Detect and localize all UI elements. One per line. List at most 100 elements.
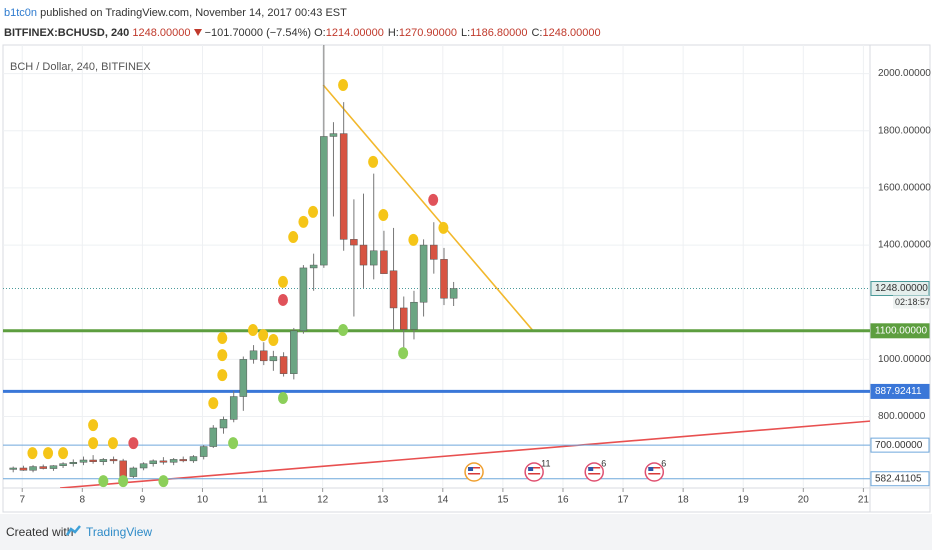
ohlc-key: O:: [314, 27, 326, 39]
ohlc-key: C:: [531, 27, 543, 39]
y-tick-label: 1600.00000: [878, 183, 931, 194]
author[interactable]: b1tc0n: [4, 7, 38, 19]
header: b1tc0n published on TradingView.com, Nov…: [4, 3, 605, 43]
candle-body: [279, 356, 288, 374]
marker: [217, 349, 228, 362]
marker: [308, 205, 319, 218]
candle-body: [149, 460, 157, 464]
candle-body: [329, 133, 338, 137]
marker: [338, 323, 349, 336]
event-ring: [464, 462, 484, 482]
countdown-box: [893, 295, 929, 309]
x-tick-label: 15: [497, 495, 509, 506]
y-tick-label: 2000.00000: [878, 68, 931, 79]
countdown: 02:18:57: [895, 297, 930, 307]
flag-stripe: [648, 470, 661, 472]
logo: [66, 525, 81, 536]
marker: [378, 209, 389, 222]
candle-body: [129, 467, 138, 477]
candle-body: [209, 427, 218, 447]
marker: [217, 331, 228, 344]
marker: [88, 437, 99, 450]
marker: [438, 221, 449, 234]
marker: [208, 397, 219, 410]
candle-body: [109, 459, 118, 462]
candle-body: [99, 459, 108, 462]
brand[interactable]: TradingView: [86, 525, 153, 539]
flag-stripe: [468, 470, 481, 472]
chart-title: BCH / Dollar, 240, BITFINEX: [10, 61, 151, 73]
flag-stripe: [528, 473, 541, 475]
x-tick-label: 8: [80, 495, 86, 506]
flag-stripe: [468, 476, 481, 478]
candle-body: [389, 270, 398, 309]
x-tick-label: 10: [197, 495, 209, 506]
event-count: 11: [541, 458, 550, 468]
frame: [2, 44, 931, 513]
price-label: 887.92411: [875, 386, 922, 397]
axes: 800.00000 1000.00000 1400.00000 1600.00000 1…: [19, 68, 931, 505]
marker: [88, 419, 99, 432]
y-tick-label: 1400.00000: [878, 240, 931, 251]
trend-line: [322, 84, 533, 331]
candle-body: [410, 301, 418, 330]
candle-body: [269, 356, 278, 362]
x-tick-label: 11: [257, 495, 268, 506]
marker: [228, 437, 239, 450]
y-tick-label: 800.00000: [878, 411, 926, 422]
ohlc-value: 1186.80000: [470, 27, 528, 39]
x-tick-label: 21: [858, 495, 870, 506]
chart: 11 6 6 800.00000 1000.00000 1400.00000 1600.0…: [2, 44, 931, 513]
price-label-box: [870, 437, 930, 453]
marker: [338, 79, 349, 92]
x-tick-label: 19: [738, 495, 750, 506]
candle-body: [449, 288, 458, 299]
x-tick-label: 20: [798, 495, 810, 506]
ohlc: O:1214.00000 H:1270.90000 L:1186.80000 C:12…: [314, 27, 605, 39]
marker: [98, 475, 109, 488]
x-tick-label: 9: [140, 495, 146, 506]
candle-body: [320, 136, 328, 266]
x-tick-label: 17: [617, 495, 629, 506]
flag-stripe: [648, 473, 661, 475]
candle-body: [219, 419, 228, 429]
candle-body: [419, 244, 428, 303]
ohlc-value: 1214.00000: [325, 27, 384, 39]
candle-body: [159, 460, 168, 463]
marker: [107, 437, 118, 450]
flag-canton: [468, 467, 474, 471]
ohlc-value: 1248.00000: [542, 27, 601, 39]
candle-body: [89, 459, 97, 462]
marker: [118, 475, 129, 488]
flag-canton: [648, 467, 654, 471]
x-tick-label: 16: [557, 495, 569, 506]
marker: [298, 215, 309, 228]
flag-stripe: [468, 473, 481, 475]
candle-body: [309, 264, 318, 269]
candle-body: [79, 459, 88, 463]
candle-body: [19, 467, 28, 471]
candle-body: [239, 359, 248, 397]
marker: [158, 475, 169, 488]
x-tick-label: 12: [317, 495, 329, 506]
candle-body: [9, 467, 17, 470]
price-label: 582.41105: [875, 473, 922, 484]
symbol-line: BITFINEX:BCHUSD, 240 1248.00000 −101.700…: [4, 23, 605, 43]
price-label-box: [870, 383, 930, 399]
last: 1248.00000: [132, 27, 191, 39]
flag-stripe: [588, 476, 601, 478]
y-tick-label: 1000.00000: [878, 354, 931, 365]
price-label-box: [870, 471, 930, 487]
flag-canton: [528, 467, 534, 471]
flag-stripe: [528, 467, 541, 469]
created-with: Created with: [6, 525, 74, 539]
candle-body: [380, 250, 388, 274]
candle-body: [369, 250, 378, 266]
ohlc-key: H:: [387, 27, 399, 39]
marker: [217, 369, 228, 382]
y-tick-label: 1800.00000: [878, 125, 931, 136]
candle-body: [290, 330, 298, 374]
candle-body: [350, 239, 358, 246]
marker: [258, 329, 269, 342]
price-label: 1248.00000: [875, 283, 928, 294]
